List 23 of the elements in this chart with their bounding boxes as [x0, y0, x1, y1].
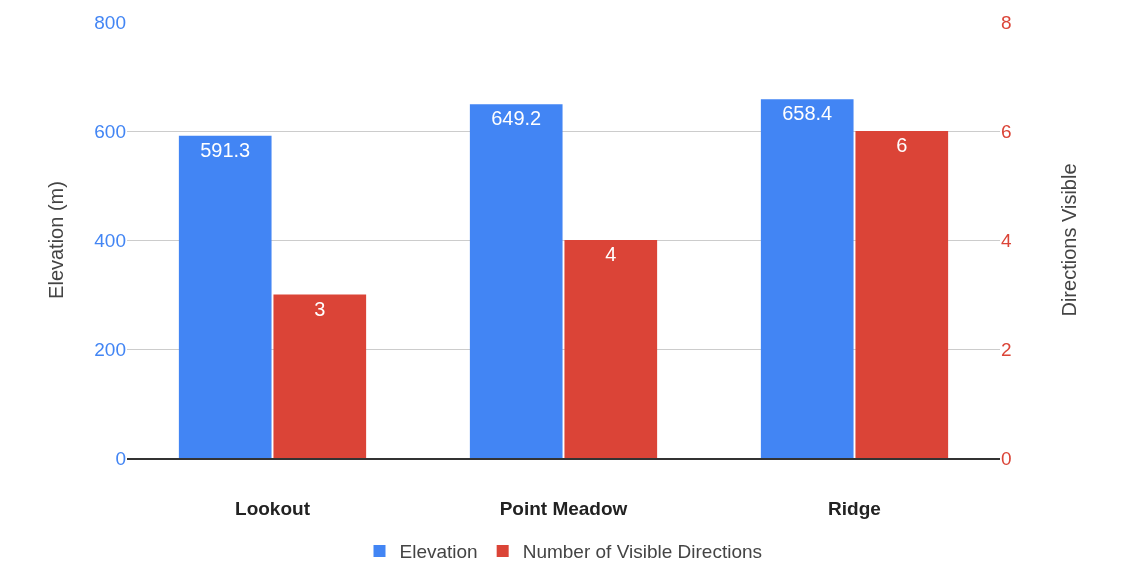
y2-tick-label: 8 [1001, 11, 1012, 33]
data-label: 649.2 [491, 107, 542, 130]
y2-tick-label: 6 [1001, 120, 1012, 142]
data-label: 591.3 [200, 138, 251, 161]
y-tick-label: 0 [115, 447, 126, 469]
data-label: 6 [896, 134, 908, 156]
y-tick-label: 600 [94, 120, 126, 142]
y2-tick-label: 2 [1001, 338, 1012, 360]
data-label: 4 [605, 243, 617, 265]
x-tick-label: Lookout [235, 497, 311, 519]
y2-tick-label: 4 [1001, 229, 1012, 251]
data-label: 658.4 [782, 102, 833, 125]
y2-tick-label: 0 [1001, 447, 1012, 469]
y2-axis-title: Directions Visible [1057, 163, 1080, 317]
y-tick-label: 800 [94, 11, 126, 33]
y-axis-title: Elevation (m) [44, 181, 67, 299]
data-label: 3 [314, 297, 326, 320]
x-tick-label: Point Meadow [499, 497, 628, 519]
x-tick-label: Ridge [828, 497, 881, 519]
y-tick-label: 400 [94, 229, 126, 251]
y-tick-label: 200 [94, 338, 126, 360]
legend-label: Number of Visible Directions [522, 541, 763, 563]
legend-label: Elevation [399, 541, 478, 563]
